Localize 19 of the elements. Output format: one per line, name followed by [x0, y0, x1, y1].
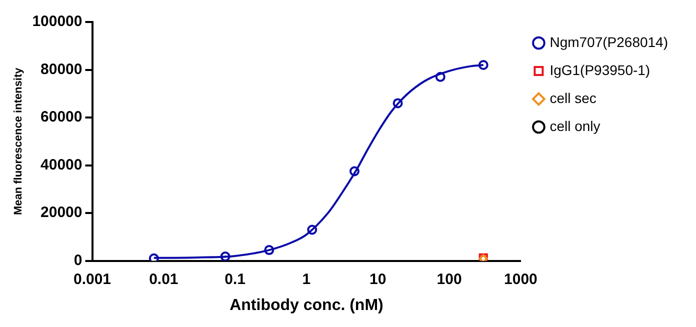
y-tick-label: 100000 [32, 13, 82, 30]
x-tick-label: 0.1 [224, 270, 246, 288]
y-tick-label: 40000 [40, 156, 82, 174]
y-tick-label: 80000 [40, 60, 82, 78]
legend-label: Ngm707(P268014) [550, 34, 668, 50]
x-axis-title: Antibody conc. (nM) [230, 296, 384, 314]
legend-label: cell sec [550, 90, 596, 106]
x-tick-label: 1000 [504, 270, 538, 288]
legend-label: IgG1(P93950-1) [550, 62, 650, 78]
legend-label: cell only [550, 118, 600, 134]
x-tick-label: 1 [302, 270, 311, 288]
y-tick-label: 0 [74, 252, 82, 269]
y-tick-label: 60000 [40, 108, 82, 126]
x-tick-label: 10 [370, 270, 386, 288]
y-tick-label: 20000 [40, 204, 82, 222]
y-axis-title: Mean fluorescence intensity [12, 66, 25, 216]
x-tick-label: 0.01 [149, 270, 178, 288]
x-tick-label: 0.001 [73, 270, 112, 288]
x-tick-label: 100 [436, 270, 462, 288]
